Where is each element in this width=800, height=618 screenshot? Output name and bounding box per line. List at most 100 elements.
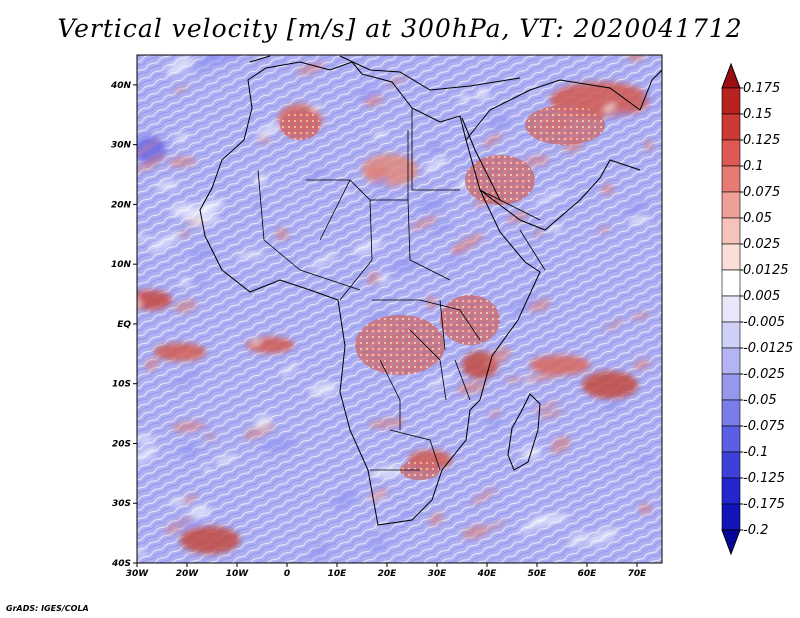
field-streak xyxy=(275,227,289,241)
colorbar-label: -0.175 xyxy=(743,497,785,512)
lon-tick-label: 70E xyxy=(628,569,648,579)
field-streak xyxy=(488,410,502,419)
field-streak xyxy=(171,421,206,433)
velocity-anomaly-blobs xyxy=(137,55,654,560)
field-streak xyxy=(386,76,407,87)
field-streak xyxy=(627,215,650,225)
field-streak xyxy=(596,226,611,234)
field-streak xyxy=(254,414,272,430)
field-streak xyxy=(307,168,329,177)
field-streak xyxy=(638,503,652,515)
field-streak xyxy=(256,123,280,139)
field-streak xyxy=(523,373,559,382)
field-streak xyxy=(252,201,263,210)
field-streak xyxy=(188,246,216,260)
field-streak xyxy=(441,252,466,266)
field-streak xyxy=(352,239,384,255)
field-streak xyxy=(342,189,350,196)
field-streak xyxy=(603,103,616,114)
field-streak xyxy=(642,92,653,102)
lon-tick-label: 10W xyxy=(226,569,250,579)
field-streak xyxy=(179,443,199,458)
field-streak xyxy=(532,229,544,237)
field-streak xyxy=(296,62,325,76)
field-streak xyxy=(489,115,511,130)
colorbar-swatch xyxy=(721,191,741,219)
field-streak xyxy=(333,489,358,509)
axis-ticks: 30W 20W 10W 0 10E 20E 30E 40E 50E 60E 70E 40N 30N 20N… xyxy=(110,81,647,579)
field-streak xyxy=(370,464,405,479)
field-streak xyxy=(482,133,503,148)
colorbar-label: -0.1 xyxy=(743,445,768,460)
field-streak xyxy=(539,410,564,419)
field-streak xyxy=(518,515,547,534)
field-streak xyxy=(279,363,299,377)
lon-tick-label: 50E xyxy=(528,569,548,579)
field-streak xyxy=(586,527,619,546)
lat-tick-label: 40N xyxy=(110,81,132,91)
field-streak xyxy=(189,504,211,519)
field-streak xyxy=(243,422,275,439)
colorbar-label: -0.0125 xyxy=(743,341,793,356)
field-streak xyxy=(470,487,497,506)
field-streak xyxy=(624,200,647,219)
field-streak xyxy=(168,497,188,506)
field-streak xyxy=(371,130,388,139)
field-streak xyxy=(601,183,614,195)
field-streak xyxy=(430,220,452,235)
speckle-area xyxy=(280,110,320,140)
colorbar-label: 0.075 xyxy=(743,185,780,200)
colorbar-swatch xyxy=(721,503,741,531)
field-streak xyxy=(428,512,444,526)
red-sea xyxy=(461,117,501,201)
field-streak xyxy=(206,433,215,441)
field-streak xyxy=(178,230,190,238)
field-streak xyxy=(568,532,589,547)
field-streak xyxy=(528,299,551,312)
colorbar-swatch xyxy=(721,217,741,245)
colorbar-label: -0.075 xyxy=(743,419,785,434)
field-streak xyxy=(137,548,147,556)
colorbar-swatch xyxy=(721,295,741,323)
field-streak xyxy=(168,156,197,167)
arabia-coastline xyxy=(465,69,662,231)
colorbar-swatch xyxy=(721,451,741,479)
field-streak xyxy=(253,174,268,186)
lon-tick-label: 0 xyxy=(284,569,290,579)
grads-credit: GrADS: IGES/COLA xyxy=(6,604,89,613)
colorbar-swatch xyxy=(721,269,741,297)
speckle-area xyxy=(525,105,605,145)
field-streak xyxy=(484,347,511,368)
colorbar-max-triangle xyxy=(721,62,741,89)
field-streak xyxy=(377,274,390,284)
field-streak xyxy=(402,510,411,519)
field-streak xyxy=(602,401,623,411)
field-streak xyxy=(166,56,194,76)
field-streak xyxy=(522,155,550,167)
field-streak xyxy=(175,518,206,528)
field-streak xyxy=(643,139,654,151)
field-streak xyxy=(179,277,191,288)
convective-speckle-areas xyxy=(280,105,605,480)
field-streak xyxy=(309,104,322,113)
field-streak xyxy=(137,435,156,444)
lat-tick-label: 30N xyxy=(111,141,132,151)
colorbar-swatch xyxy=(721,399,741,427)
field-streak xyxy=(475,87,490,100)
field-streak xyxy=(637,456,651,465)
colorbar-label: -0.125 xyxy=(743,471,785,486)
field-streak xyxy=(485,416,503,428)
colorbar-label: 0.05 xyxy=(743,211,772,226)
colorbar-swatch xyxy=(721,425,741,453)
field-streak xyxy=(250,338,262,346)
lon-tick-label: 10E xyxy=(328,569,348,579)
anomaly-blob xyxy=(154,343,206,361)
field-streak xyxy=(426,142,443,154)
colorbar-swatch xyxy=(721,139,741,167)
field-streak xyxy=(417,198,446,212)
lat-tick-label: 30S xyxy=(112,499,131,509)
lon-tick-label: 30W xyxy=(126,569,150,579)
lon-tick-label: 30E xyxy=(428,569,448,579)
field-streak xyxy=(368,541,388,552)
lat-tick-label: EQ xyxy=(117,320,131,330)
